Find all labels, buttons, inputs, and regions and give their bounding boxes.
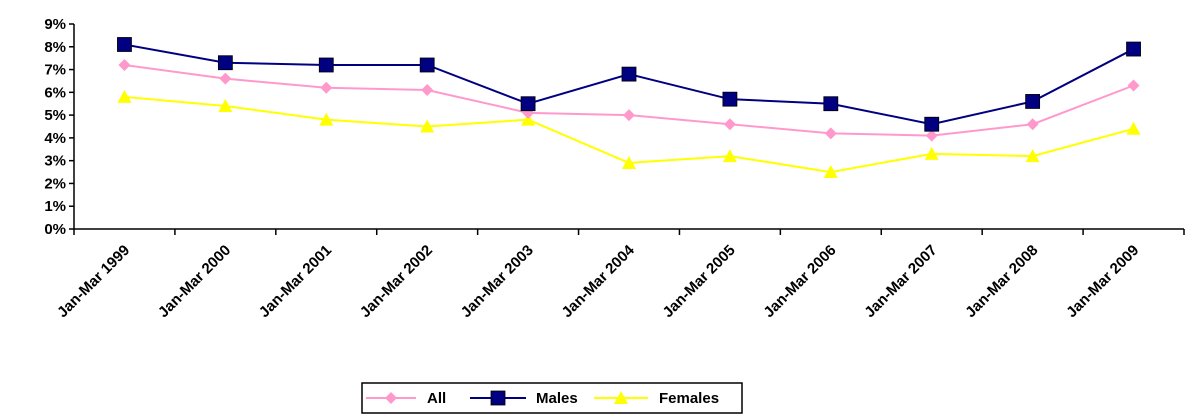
data-point-females	[420, 119, 435, 133]
data-point-all	[219, 72, 232, 85]
y-tick-label: 2%	[44, 175, 66, 192]
data-point-females	[521, 112, 536, 126]
data-point-females	[218, 99, 233, 112]
legend-box	[361, 382, 743, 414]
data-point-females	[722, 149, 737, 163]
data-point-females	[319, 112, 334, 126]
data-point-females	[1126, 121, 1141, 135]
data-point-all	[1127, 79, 1140, 92]
y-tick-label: 8%	[44, 39, 66, 56]
x-tick-label: Jan-Mar 2008	[962, 242, 1041, 321]
y-tick-label: 3%	[44, 153, 66, 170]
data-point-all	[925, 129, 938, 142]
x-tick-label: Jan-Mar 2005	[659, 242, 738, 321]
x-tick-label: Jan-Mar 2001	[256, 242, 335, 321]
data-point-all	[118, 59, 131, 71]
data-point-males	[117, 37, 132, 52]
x-tick-label: Jan-Mar 2003	[458, 242, 537, 321]
legend-item-males: Males	[470, 390, 578, 407]
legend-item-females: Females	[594, 390, 719, 407]
y-tick-label: 0%	[44, 221, 66, 238]
x-tick-label: Jan-Mar 2006	[760, 242, 839, 321]
x-tick-label: Jan-Mar 1999	[54, 242, 133, 321]
data-point-females	[1025, 149, 1040, 163]
data-point-all	[824, 127, 837, 140]
data-point-males	[924, 116, 940, 132]
series-males	[117, 37, 1141, 132]
y-tick-label: 1%	[44, 198, 66, 215]
data-point-males	[621, 66, 637, 82]
data-point-males	[419, 57, 435, 73]
x-tick-label: Jan-Mar 2009	[1063, 242, 1142, 321]
data-point-females	[622, 155, 636, 169]
x-tick-label: Jan-Mar 2002	[357, 242, 436, 321]
legend-marker-all	[385, 392, 397, 404]
x-tick-label: Jan-Mar 2004	[559, 241, 639, 321]
data-point-males	[823, 96, 839, 112]
y-tick-label: 6%	[44, 84, 66, 101]
data-point-males	[1126, 41, 1141, 57]
legend-marker-females	[614, 391, 628, 404]
legend-item-all: All	[366, 390, 446, 407]
legend-label: Males	[536, 390, 578, 407]
y-axis-ticks: 0% 1% 2% 3% 4% 5% 6% 7% 8% 9%	[44, 16, 74, 238]
data-point-males	[722, 91, 738, 107]
data-point-females	[924, 146, 939, 160]
data-point-all	[723, 118, 736, 131]
x-tick-label: Jan-Mar 2000	[155, 242, 234, 321]
data-point-all	[1026, 118, 1039, 131]
data-point-males	[217, 55, 233, 71]
data-point-females	[117, 89, 132, 103]
x-tick-label: Jan-Mar 2007	[861, 242, 940, 321]
y-tick-label: 7%	[44, 62, 66, 79]
legend-marker-males	[490, 390, 506, 406]
data-point-all	[320, 81, 333, 94]
x-axis-ticks: Jan-Mar 1999 Jan-Mar 2000 Jan-Mar 2001 Jan-…	[54, 229, 1185, 321]
data-point-males	[318, 57, 334, 73]
data-point-males	[520, 96, 536, 112]
legend: All Males Females	[361, 382, 743, 414]
series-layer	[117, 37, 1141, 179]
data-point-males	[1025, 94, 1041, 109]
data-point-females	[823, 165, 838, 179]
data-point-all	[623, 109, 635, 122]
y-tick-label: 5%	[44, 107, 66, 124]
legend-label: Females	[659, 390, 719, 407]
y-tick-label: 9%	[44, 16, 66, 33]
series-all	[118, 59, 1140, 142]
data-point-all	[421, 84, 434, 97]
legend-label: All	[427, 390, 446, 407]
y-tick-label: 4%	[44, 130, 66, 147]
series-females	[117, 89, 1141, 179]
